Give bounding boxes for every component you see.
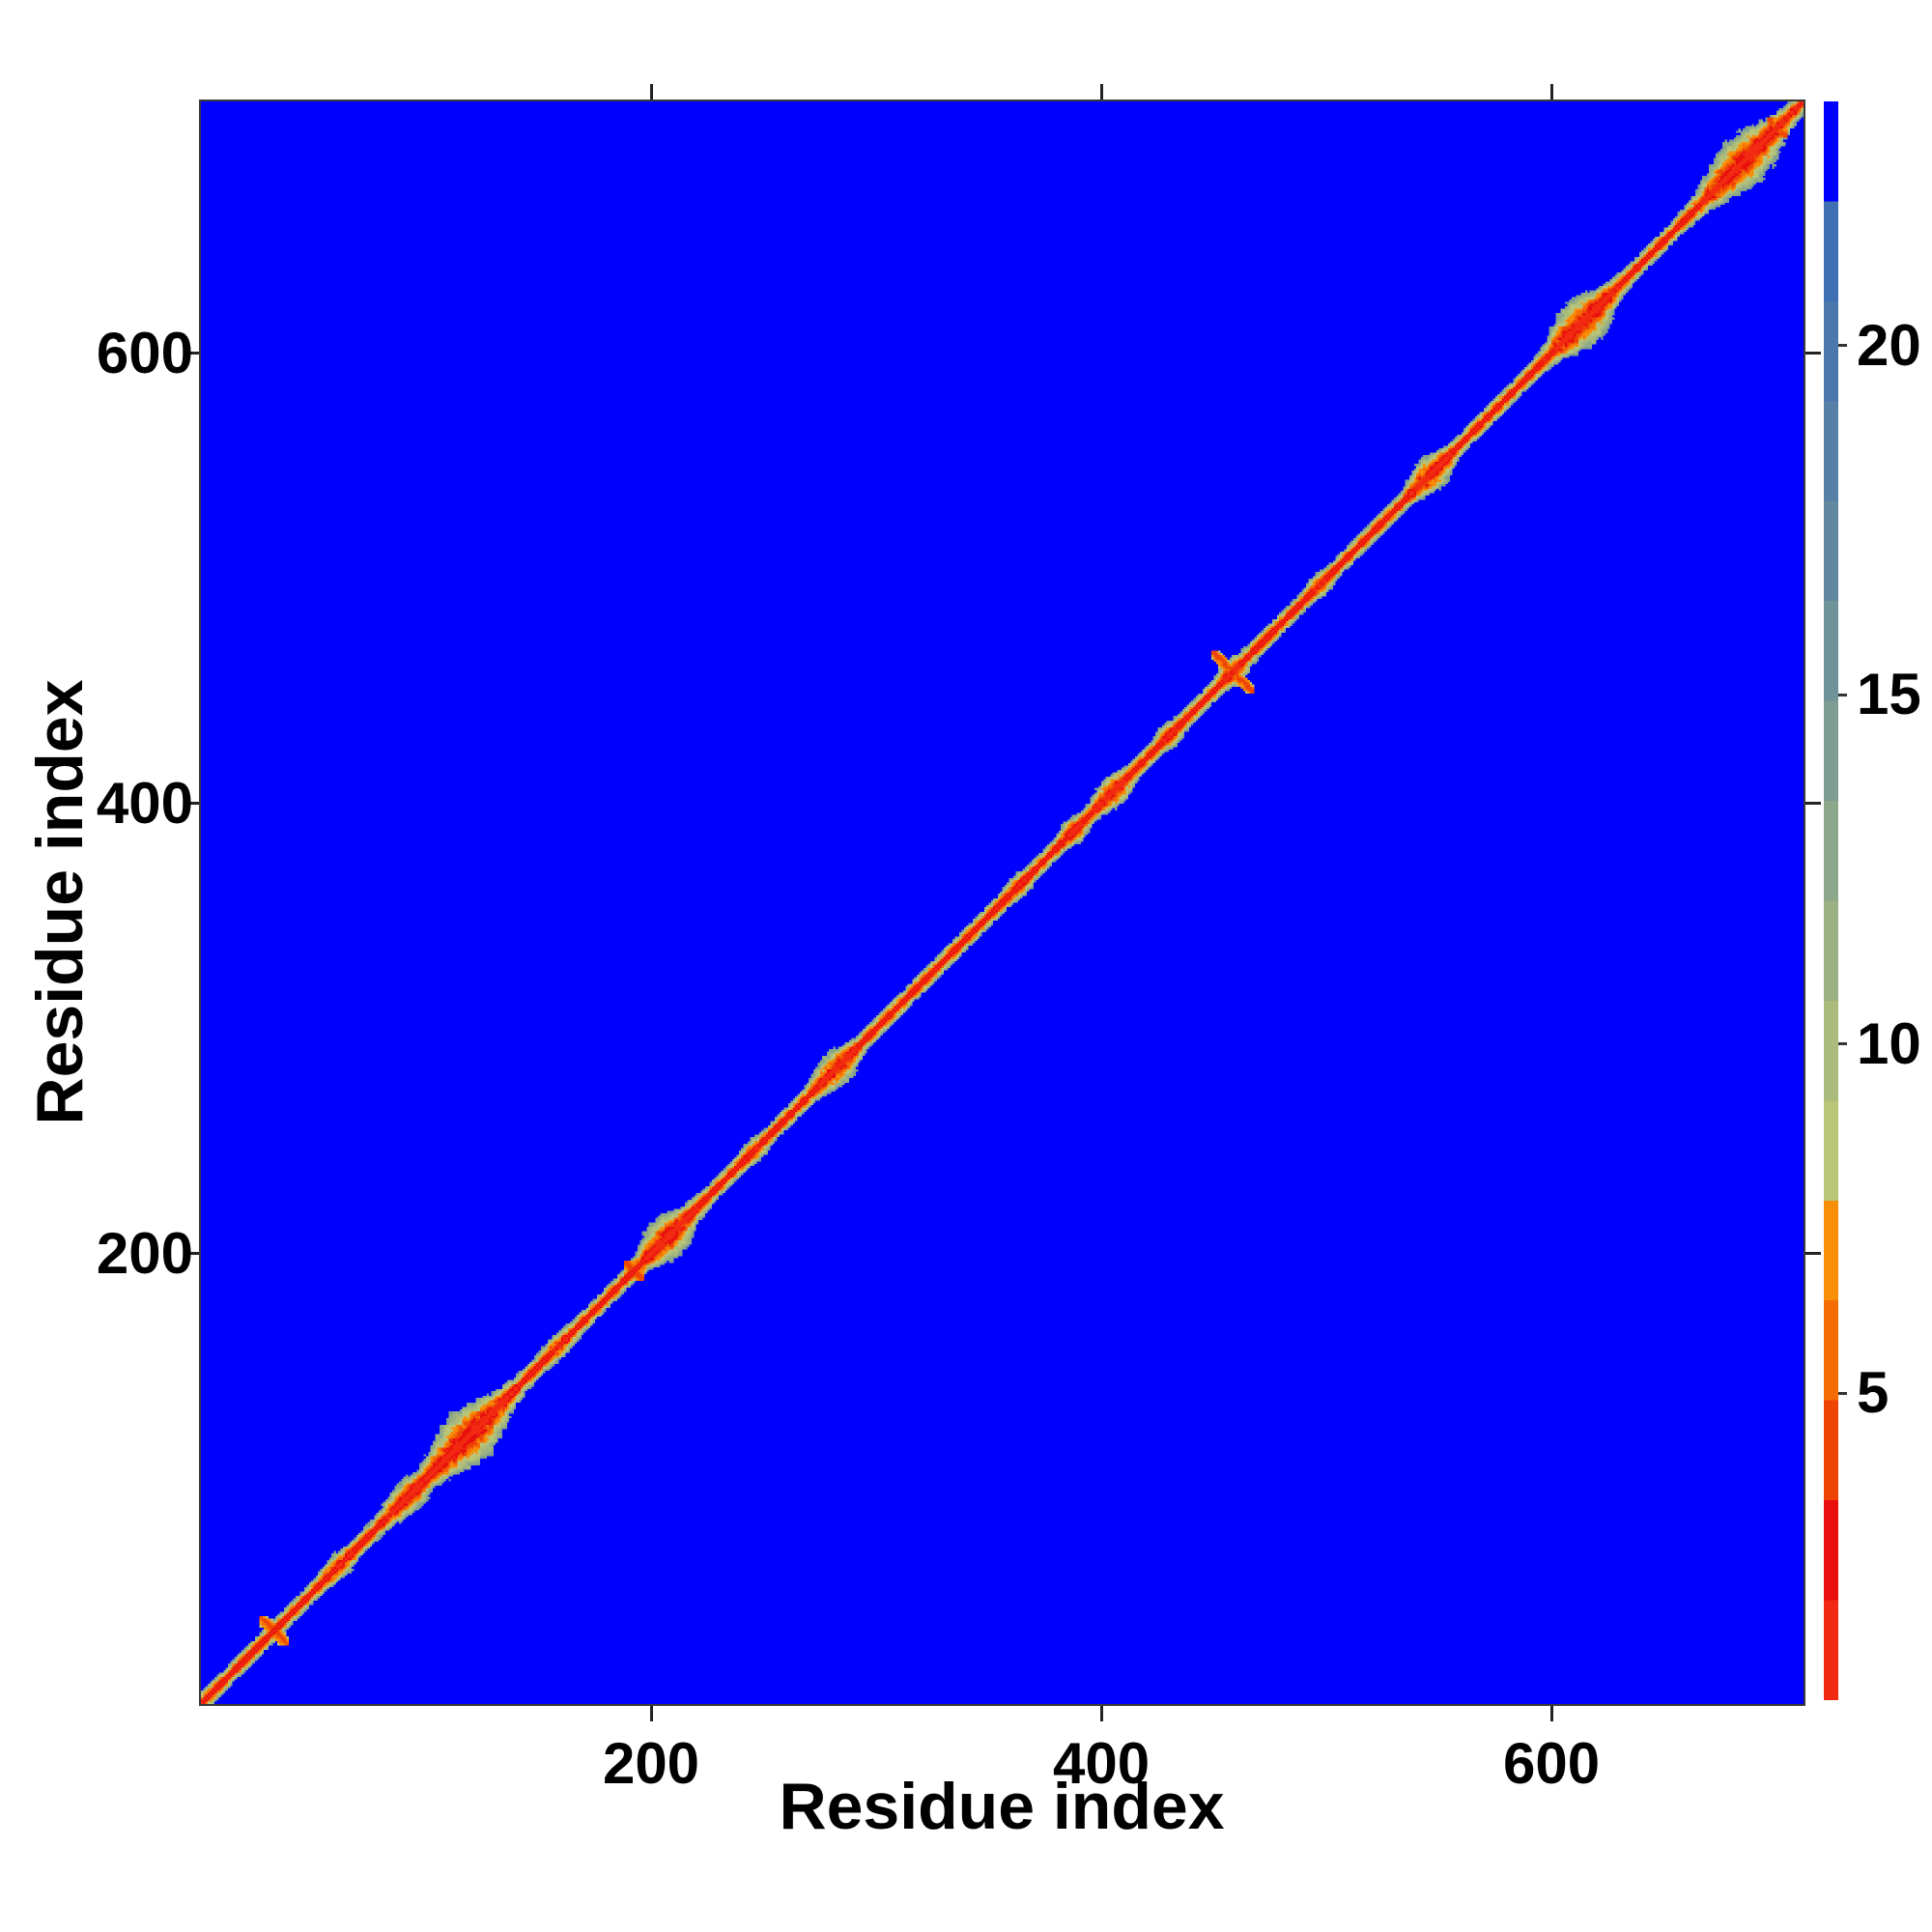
y-tick-right [1805, 802, 1821, 806]
colorbar-tick-label: 15 [1857, 662, 1921, 727]
x-tick-bottom [1099, 1706, 1103, 1721]
x-tick-label: 400 [1052, 1731, 1151, 1796]
heatmap-plot [199, 99, 1805, 1706]
colorbar-tick [1838, 344, 1847, 348]
y-tick-right [1805, 1252, 1821, 1256]
colorbar-tick-label: 10 [1857, 1010, 1921, 1076]
x-axis-label: Residue index [779, 1770, 1225, 1843]
x-tick-label: 200 [602, 1731, 700, 1796]
y-tick-left [184, 1252, 199, 1256]
y-tick-label: 400 [96, 770, 193, 836]
y-tick-label: 600 [96, 320, 193, 385]
x-tick-top [649, 84, 653, 99]
y-tick-label: 200 [96, 1220, 193, 1286]
y-axis-label: Residue index [23, 679, 97, 1125]
colorbar [1824, 101, 1838, 1700]
x-tick-top [1099, 84, 1103, 99]
colorbar-tick [1838, 693, 1847, 696]
x-tick-bottom [1549, 1706, 1553, 1721]
colorbar-tick-label: 5 [1857, 1360, 1889, 1425]
colorbar-tick [1838, 1391, 1847, 1395]
colorbar-tick-label: 20 [1857, 312, 1921, 378]
heatmap-canvas [201, 101, 1804, 1704]
x-tick-label: 600 [1502, 1731, 1601, 1796]
y-tick-left [184, 352, 199, 355]
y-tick-right [1805, 352, 1821, 355]
x-tick-top [1549, 84, 1553, 99]
colorbar-tick [1838, 1042, 1847, 1046]
x-tick-bottom [649, 1706, 653, 1721]
y-tick-left [184, 802, 199, 806]
